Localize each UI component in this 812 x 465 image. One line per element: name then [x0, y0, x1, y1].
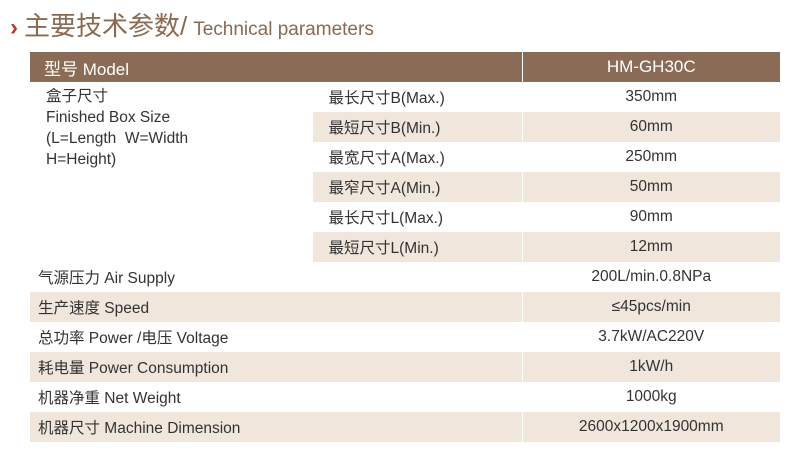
- model-value: HM-GH30C: [521, 52, 780, 82]
- box-size-sub-label: 最窄尺寸A(Min.): [312, 172, 523, 202]
- box-size-legend-2: H=Height): [46, 151, 117, 168]
- box-size-sub-label: 最短尺寸B(Min.): [312, 112, 523, 142]
- spec-value-air-supply: 200L/min.0.8NPa: [521, 262, 780, 292]
- box-size-sub-label: 最短尺寸L(Min.): [312, 232, 523, 262]
- table-header-row: 型号 Model HM-GH30C: [30, 52, 780, 82]
- spec-value-speed: ≤45pcs/min: [521, 292, 780, 322]
- spec-label-air-supply: 气源压力 Air Supply: [30, 262, 523, 292]
- spec-value-net-weight: 1000kg: [521, 382, 780, 412]
- box-size-label: 盒子尺寸 Finished Box Size (L=Length W=Width…: [30, 82, 313, 262]
- box-size-en: Finished Box Size: [46, 109, 171, 126]
- table-row: 气源压力 Air Supply 200L/min.0.8NPa: [30, 262, 780, 292]
- box-size-sub-label: 最宽尺寸A(Max.): [312, 142, 523, 172]
- spec-label-consumption: 耗电量 Power Consumption: [30, 352, 523, 382]
- title-chinese: 主要技术参数/: [24, 11, 188, 41]
- spec-label-power: 总功率 Power /电压 Voltage: [30, 322, 523, 352]
- table-row: 盒子尺寸 Finished Box Size (L=Length W=Width…: [30, 82, 780, 262]
- box-size-cn: 盒子尺寸: [46, 88, 109, 105]
- table-row: 耗电量 Power Consumption 1kW/h: [30, 352, 780, 382]
- spec-label-speed: 生产速度 Speed: [30, 292, 523, 322]
- box-size-value: 250mm: [521, 142, 780, 172]
- table-row: 最短尺寸B(Min.) 60mm: [30, 112, 780, 142]
- box-size-sub-label: 最长尺寸B(Max.): [312, 82, 523, 112]
- box-size-legend-1: (L=Length W=Width: [46, 130, 189, 147]
- spec-label-dimension: 机器尺寸 Machine Dimension: [30, 412, 523, 442]
- page-title: › 主要技术参数/ Technical parameters: [10, 6, 374, 46]
- title-english: Technical parameters: [193, 19, 374, 40]
- spec-value-dimension: 2600x1200x1900mm: [521, 412, 780, 442]
- table-row: 最长尺寸L(Max.) 90mm: [30, 202, 780, 232]
- box-size-value: 350mm: [521, 82, 780, 112]
- table-row: 最窄尺寸A(Min.) 50mm: [30, 172, 780, 202]
- box-size-value: 90mm: [521, 202, 780, 232]
- chevron-right-icon: ›: [10, 14, 18, 41]
- table-row: 总功率 Power /电压 Voltage 3.7kW/AC220V: [30, 322, 780, 352]
- spec-value-power: 3.7kW/AC220V: [521, 322, 780, 352]
- box-size-value: 50mm: [521, 172, 780, 202]
- model-label: 型号 Model: [30, 52, 522, 82]
- spec-table: 型号 Model HM-GH30C 盒子尺寸 Finished Box Size…: [30, 52, 780, 442]
- box-size-value: 60mm: [521, 112, 780, 142]
- table-row: 最宽尺寸A(Max.) 250mm: [30, 142, 780, 172]
- spec-value-consumption: 1kW/h: [521, 352, 780, 382]
- table-row: 机器尺寸 Machine Dimension 2600x1200x1900mm: [30, 412, 780, 442]
- spec-label-net-weight: 机器净重 Net Weight: [30, 382, 523, 412]
- table-row: 最短尺寸L(Min.) 12mm: [30, 232, 780, 262]
- table-row: 机器净重 Net Weight 1000kg: [30, 382, 780, 412]
- box-size-sub-label: 最长尺寸L(Max.): [312, 202, 523, 232]
- table-row: 生产速度 Speed ≤45pcs/min: [30, 292, 780, 322]
- box-size-value: 12mm: [521, 232, 780, 262]
